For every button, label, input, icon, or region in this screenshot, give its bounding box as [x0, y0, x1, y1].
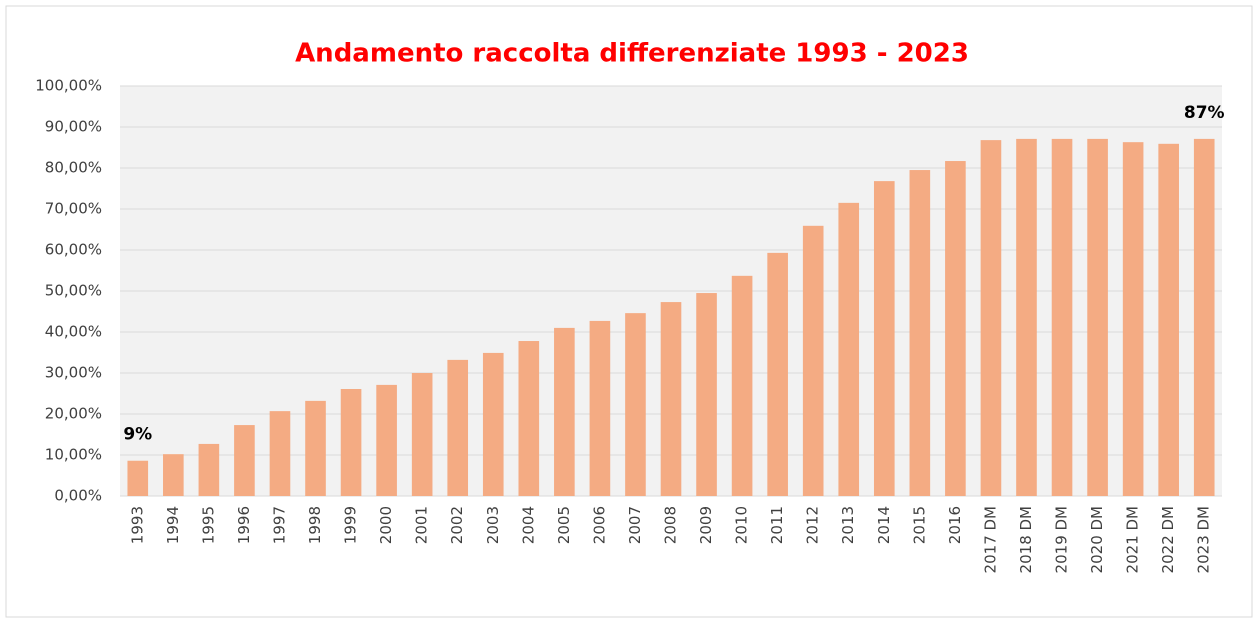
x-tick-label: 1994 — [164, 506, 182, 544]
bar — [1158, 143, 1179, 496]
bar — [802, 225, 824, 496]
bar — [1122, 142, 1144, 497]
x-tick-label: 1998 — [306, 506, 324, 544]
y-tick-label: 70,00% — [45, 200, 102, 218]
y-tick-label: 0,00% — [54, 487, 102, 505]
bar — [1051, 138, 1073, 496]
x-tick-label: 2006 — [590, 506, 608, 544]
y-tick-label: 90,00% — [45, 118, 102, 136]
y-tick-label: 30,00% — [45, 364, 102, 382]
bar — [376, 384, 397, 496]
bar — [1016, 138, 1037, 496]
x-tick-label: 1993 — [128, 506, 146, 544]
x-tick-label: 2011 — [768, 506, 786, 544]
bar — [980, 140, 1002, 496]
y-tick-label: 60,00% — [45, 241, 102, 259]
bar — [1193, 138, 1215, 496]
x-tick-label: 2016 — [946, 506, 964, 544]
bar — [731, 275, 753, 496]
bar — [482, 352, 504, 496]
x-tick-label: 2000 — [377, 506, 395, 544]
bar — [269, 411, 291, 496]
bar — [945, 161, 966, 496]
x-tick-label: 2008 — [662, 506, 680, 544]
bar — [660, 302, 682, 496]
bar — [305, 400, 326, 496]
y-tick-label: 10,00% — [45, 446, 102, 464]
bar — [518, 341, 540, 496]
bar — [838, 202, 860, 496]
x-tick-label: 2012 — [804, 506, 822, 544]
x-tick-label: 2019 DM — [1053, 506, 1071, 573]
x-tick-label: 2018 DM — [1017, 506, 1035, 573]
x-tick-label: 2002 — [448, 506, 466, 544]
x-tick-label: 2005 — [555, 506, 573, 544]
x-tick-label: 2014 — [875, 506, 893, 544]
bar — [340, 388, 362, 496]
x-tick-label: 2021 DM — [1124, 506, 1142, 573]
bar — [589, 320, 611, 496]
bar — [234, 425, 255, 496]
x-tick-label: 2007 — [626, 506, 644, 544]
x-tick-label: 1999 — [342, 506, 360, 544]
x-tick-label: 2013 — [839, 506, 857, 544]
x-tick-label: 2009 — [697, 506, 715, 544]
data-label: 87% — [1184, 103, 1225, 123]
x-tick-label: 2020 DM — [1088, 506, 1106, 573]
bar — [767, 252, 788, 496]
y-tick-label: 40,00% — [45, 323, 102, 341]
bar — [127, 460, 149, 496]
x-tick-label: 2015 — [910, 506, 928, 544]
bar — [198, 443, 220, 496]
x-tick-label: 2010 — [733, 506, 751, 544]
x-tick-label: 1997 — [270, 506, 288, 544]
x-tick-label: 2001 — [413, 506, 431, 544]
y-tick-label: 80,00% — [45, 159, 102, 177]
x-tick-label: 2004 — [519, 506, 537, 544]
bar — [696, 293, 717, 496]
bar — [1087, 138, 1108, 496]
chart-title: Andamento raccolta differenziate 1993 - … — [295, 39, 969, 69]
bar — [625, 313, 646, 496]
bar — [163, 454, 184, 496]
x-tick-label: 2017 DM — [981, 506, 999, 573]
bar — [447, 359, 469, 496]
data-label: 9% — [123, 425, 152, 445]
x-tick-label: 1995 — [199, 506, 217, 544]
y-tick-label: 50,00% — [45, 282, 102, 300]
bar — [411, 373, 433, 496]
x-tick-label: 2003 — [484, 506, 502, 544]
y-tick-label: 20,00% — [45, 405, 102, 423]
y-tick-label: 100,00% — [35, 77, 102, 95]
bar — [873, 181, 895, 496]
x-tick-label: 2023 DM — [1195, 506, 1213, 573]
bar — [909, 170, 931, 497]
x-tick-label: 2022 DM — [1159, 506, 1177, 573]
x-tick-label: 1996 — [235, 506, 253, 544]
bar — [554, 327, 575, 496]
